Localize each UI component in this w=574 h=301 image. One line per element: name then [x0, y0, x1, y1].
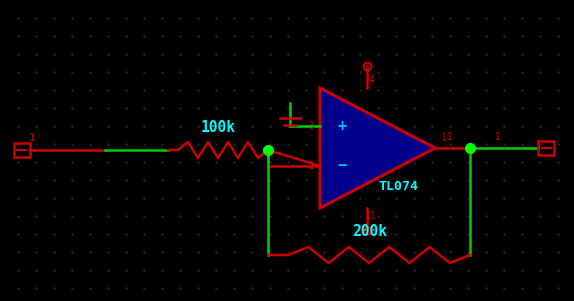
Bar: [14, 143, 30, 157]
Text: −: −: [338, 159, 347, 173]
Text: 11: 11: [365, 211, 377, 221]
Bar: [538, 141, 554, 155]
Text: +: +: [338, 119, 347, 134]
Text: 4: 4: [368, 75, 374, 85]
Text: TL074: TL074: [378, 179, 418, 193]
Text: 2: 2: [308, 161, 314, 171]
Text: 1: 1: [441, 133, 447, 143]
Text: 1: 1: [495, 132, 501, 142]
Text: 1: 1: [29, 133, 35, 143]
Text: 200k: 200k: [352, 225, 387, 240]
Polygon shape: [320, 88, 435, 208]
Text: 3: 3: [308, 121, 314, 132]
Text: 100k: 100k: [200, 120, 235, 135]
Text: 1: 1: [447, 132, 453, 142]
